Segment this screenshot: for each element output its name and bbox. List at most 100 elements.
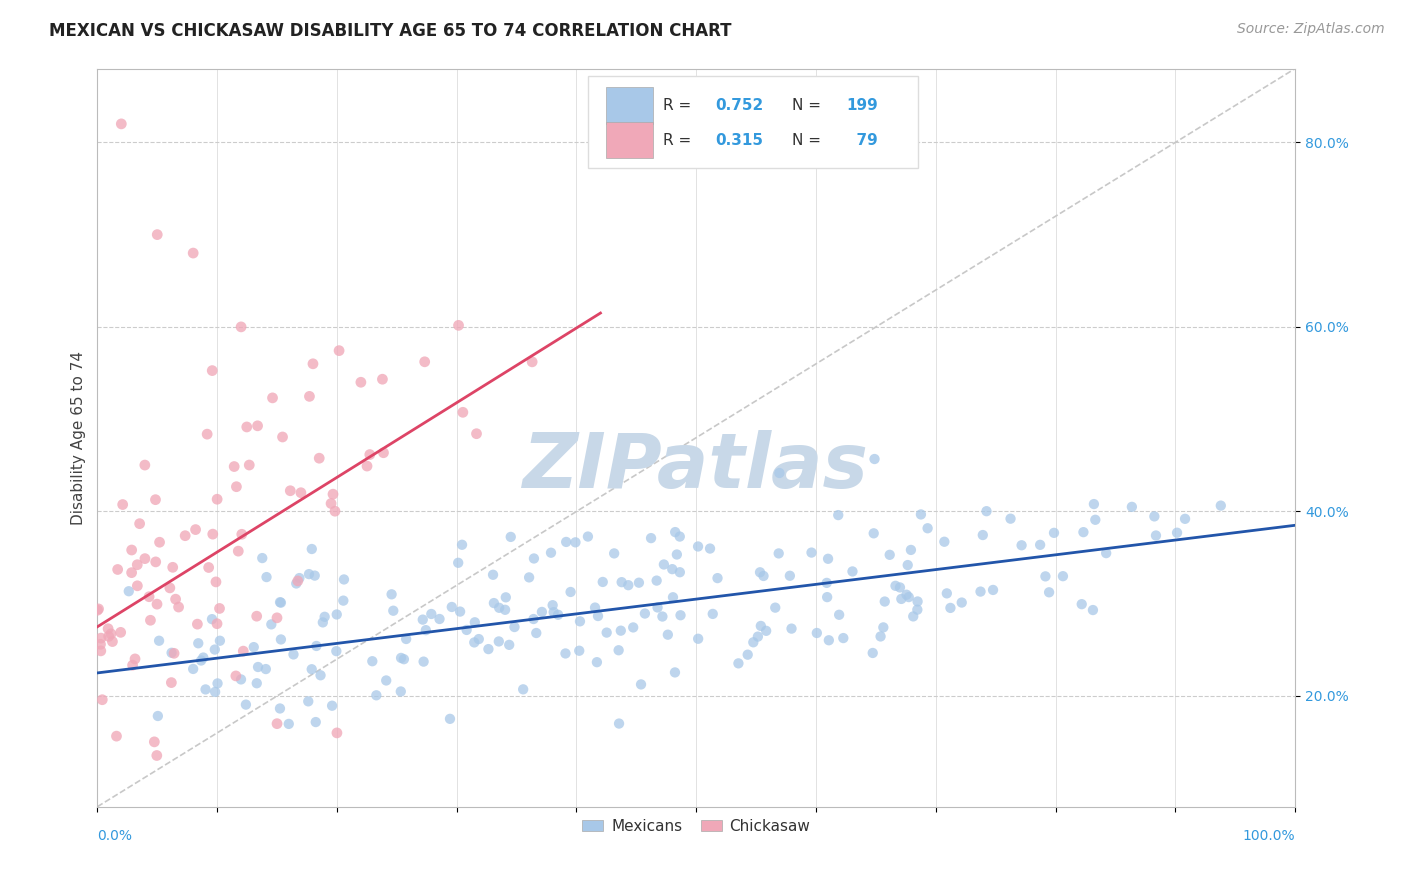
- Point: [706, 571, 728, 585]
- Point: [163, 646, 186, 660]
- Point: [1029, 538, 1052, 552]
- Point: [256, 570, 278, 584]
- Point: [165, 592, 187, 607]
- Point: [301, 662, 323, 676]
- Point: [359, 448, 381, 462]
- Point: [413, 355, 436, 369]
- Point: [260, 617, 283, 632]
- Point: [863, 452, 886, 467]
- Point: [312, 615, 335, 630]
- Point: [1166, 525, 1188, 540]
- FancyBboxPatch shape: [606, 122, 654, 158]
- Point: [139, 613, 162, 627]
- Text: N =: N =: [792, 98, 821, 113]
- Point: [482, 596, 505, 610]
- Point: [229, 319, 252, 334]
- Point: [201, 527, 224, 541]
- Point: [148, 633, 170, 648]
- Point: [361, 654, 384, 668]
- Point: [301, 541, 323, 556]
- Point: [110, 117, 132, 131]
- Point: [657, 628, 679, 642]
- Point: [429, 612, 451, 626]
- Point: [477, 642, 499, 657]
- Point: [412, 655, 434, 669]
- Point: [568, 644, 591, 658]
- Point: [879, 548, 901, 562]
- Point: [665, 548, 688, 562]
- Point: [815, 575, 838, 590]
- Point: [197, 560, 219, 574]
- Point: [371, 372, 394, 386]
- Point: [517, 570, 540, 584]
- Point: [121, 566, 143, 580]
- Point: [167, 600, 190, 615]
- Point: [634, 607, 657, 621]
- Point: [118, 584, 141, 599]
- Point: [897, 590, 920, 604]
- Point: [201, 612, 224, 626]
- Point: [325, 644, 347, 658]
- Point: [231, 527, 253, 541]
- Point: [309, 668, 332, 682]
- Point: [143, 735, 166, 749]
- Point: [630, 677, 652, 691]
- Point: [524, 626, 547, 640]
- Point: [225, 480, 247, 494]
- Point: [395, 632, 418, 646]
- Point: [205, 574, 228, 589]
- Point: [205, 492, 228, 507]
- Point: [146, 227, 169, 242]
- Point: [884, 579, 907, 593]
- Point: [194, 682, 217, 697]
- Point: [236, 420, 259, 434]
- Point: [128, 516, 150, 531]
- Point: [1038, 585, 1060, 599]
- Point: [278, 483, 301, 498]
- Point: [1084, 513, 1107, 527]
- Point: [208, 633, 231, 648]
- Point: [204, 642, 226, 657]
- Text: 0.0%: 0.0%: [97, 829, 132, 843]
- Point: [950, 596, 973, 610]
- Point: [232, 644, 254, 658]
- Point: [1000, 511, 1022, 525]
- Point: [208, 601, 231, 615]
- Point: [780, 622, 803, 636]
- Point: [145, 492, 167, 507]
- Point: [184, 523, 207, 537]
- Point: [827, 508, 849, 522]
- Point: [87, 602, 110, 616]
- Point: [910, 508, 932, 522]
- Text: R =: R =: [662, 98, 690, 113]
- Legend: Mexicans, Chickasaw: Mexicans, Chickasaw: [576, 813, 817, 839]
- Y-axis label: Disability Age 65 to 74: Disability Age 65 to 74: [72, 351, 86, 524]
- Point: [1209, 499, 1232, 513]
- Point: [205, 616, 228, 631]
- Point: [586, 655, 609, 669]
- Point: [972, 528, 994, 542]
- Point: [576, 530, 599, 544]
- Point: [321, 698, 343, 713]
- Point: [246, 676, 269, 690]
- Point: [900, 543, 922, 558]
- Point: [181, 662, 204, 676]
- Point: [270, 596, 292, 610]
- Point: [226, 544, 249, 558]
- Point: [266, 716, 288, 731]
- Point: [976, 504, 998, 518]
- Text: 79: 79: [846, 133, 877, 147]
- Point: [664, 665, 686, 680]
- FancyBboxPatch shape: [606, 87, 654, 123]
- Point: [262, 391, 284, 405]
- Point: [447, 318, 470, 333]
- Text: 100.0%: 100.0%: [1243, 829, 1295, 843]
- Point: [645, 574, 668, 588]
- Point: [1011, 538, 1033, 552]
- Point: [290, 485, 312, 500]
- Text: 0.315: 0.315: [716, 133, 763, 147]
- Text: 199: 199: [846, 98, 877, 113]
- Point: [652, 558, 675, 572]
- Point: [465, 426, 488, 441]
- Point: [779, 568, 801, 582]
